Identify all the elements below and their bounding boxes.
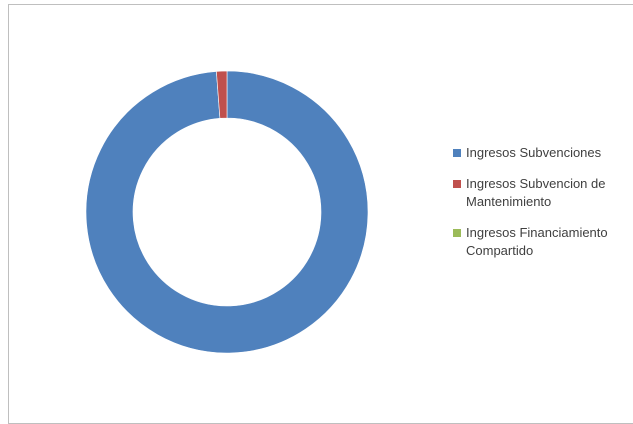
legend-swatch-financiamiento [453, 229, 461, 237]
donut-chart [85, 70, 369, 354]
legend-label-subvenciones: Ingresos Subvenciones [466, 145, 602, 160]
legend-item-mantenimiento: Ingresos Subvencion de Mantenimiento [453, 175, 633, 211]
legend-label-mantenimiento: Ingresos Subvencion de Mantenimiento [466, 176, 606, 209]
donut-slice-1 [216, 70, 228, 119]
legend-swatch-mantenimiento [453, 180, 461, 188]
legend-item-financiamiento: Ingresos Financiamiento Compartido [453, 224, 633, 260]
legend-swatch-subvenciones [453, 149, 461, 157]
legend-label-financiamiento: Ingresos Financiamiento Compartido [466, 225, 608, 258]
donut-slice-0 [85, 70, 369, 354]
legend-item-subvenciones: Ingresos Subvenciones [453, 144, 633, 162]
chart-legend: Ingresos Subvenciones Ingresos Subvencio… [453, 144, 633, 273]
